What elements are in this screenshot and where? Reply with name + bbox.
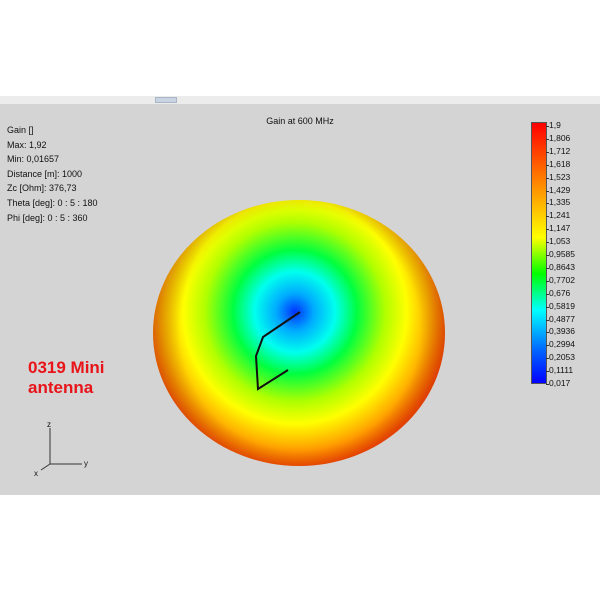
- axis-x-label: x: [34, 469, 38, 478]
- info-min: Min: 0,01657: [7, 154, 60, 165]
- axis-z-label: z: [47, 420, 51, 429]
- colorbar-tick-label: 0,8643: [546, 261, 575, 272]
- plot-title: Gain at 600 MHz: [266, 116, 334, 126]
- caption-line-1: 0319 Mini: [28, 358, 105, 377]
- colorbar-tick-label: 0,017: [545, 378, 571, 388]
- info-theta: Theta [deg]: 0 : 5 : 180: [7, 197, 98, 208]
- colorbar-tick-label: 0,7702: [546, 274, 575, 285]
- top-toolbar-strip: [0, 96, 600, 104]
- colorbar-tick-label: 1,618: [545, 158, 571, 169]
- colorbar-tick-label: 0,2053: [546, 352, 575, 363]
- toolbar-tab[interactable]: [155, 97, 177, 103]
- colorbar-tick-label: 0,676: [545, 287, 571, 298]
- colorbar-tick-label: 0,1111: [545, 365, 574, 376]
- info-phi: Phi [deg]: 0 : 5 : 360: [7, 212, 88, 223]
- colorbar-tick-label: 1,147: [545, 223, 571, 234]
- info-panel: Gain [] Max: 1,92 Min: 0,01657 Distance …: [7, 123, 98, 225]
- colorbar-tick-label: 0,3936: [546, 326, 575, 337]
- colorbar-tick-label: 1,241: [545, 210, 571, 221]
- colorbar-tick-label: 1,9: [546, 120, 561, 130]
- colorbar-tick-label: 1,806: [545, 132, 571, 143]
- colorbar: [531, 122, 547, 384]
- axis-triad: z y x: [34, 420, 88, 478]
- colorbar-tick-label: 0,9585: [546, 249, 575, 259]
- colorbar-tick-label: 1,523: [545, 171, 571, 182]
- caption-line-2: antenna: [28, 378, 94, 397]
- info-zc: Zc [Ohm]: 376,73: [7, 183, 77, 194]
- axis-y-label: y: [84, 459, 88, 468]
- colorbar-tick-label: 1,712: [545, 145, 571, 156]
- antenna-wire: [254, 311, 301, 391]
- colorbar-tick-label: 1,335: [545, 197, 571, 208]
- colorbar-tick-label: 1,053: [545, 236, 571, 247]
- colorbar-tick-label: 0,4877: [546, 313, 575, 324]
- info-distance: Distance [m]: 1000: [7, 168, 83, 179]
- sphere-shading: [153, 200, 445, 466]
- info-gain: Gain []: [7, 125, 34, 135]
- info-max: Max: 1,92: [7, 139, 47, 150]
- colorbar-tick-label: 1,429: [545, 184, 571, 195]
- antenna-caption: 0319 Mini antenna: [28, 358, 105, 398]
- colorbar-tick-label: 0,2994: [546, 339, 575, 350]
- colorbar-tick-label: 0,5819: [546, 300, 575, 311]
